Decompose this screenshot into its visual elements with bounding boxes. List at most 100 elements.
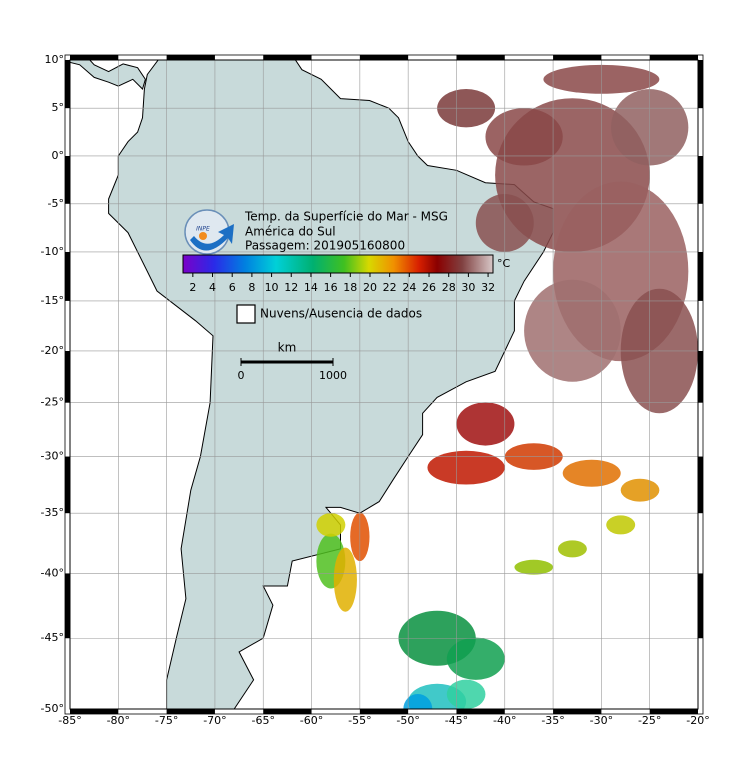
colorbar-tick-label: 20 bbox=[363, 281, 377, 294]
x-tick-label: -55° bbox=[348, 714, 371, 727]
frame-segment bbox=[65, 573, 70, 639]
frame-segment bbox=[70, 709, 119, 714]
frame-segment bbox=[70, 55, 119, 60]
sst-patch bbox=[316, 513, 346, 537]
colorbar-tick-label: 30 bbox=[461, 281, 475, 294]
title-line: Temp. da Superfície do Mar - MSG bbox=[244, 210, 448, 224]
frame-segment bbox=[263, 709, 312, 714]
x-tick-label: -70° bbox=[203, 714, 226, 727]
land bbox=[70, 60, 146, 90]
colorbar-tick-label: 2 bbox=[189, 281, 196, 294]
sst-patch bbox=[562, 459, 621, 487]
sst-patch bbox=[557, 540, 587, 558]
colorbar-tick-label: 18 bbox=[343, 281, 357, 294]
frame-segment bbox=[698, 251, 703, 301]
x-tick-label: -30° bbox=[590, 714, 613, 727]
frame-segment bbox=[65, 350, 70, 403]
frame-segment bbox=[65, 251, 70, 301]
map-area bbox=[70, 60, 698, 709]
sst-patch bbox=[524, 279, 621, 382]
y-tick-label: -40° bbox=[41, 566, 64, 579]
sst-patch bbox=[333, 547, 357, 612]
y-tick-label: -30° bbox=[41, 450, 64, 463]
frame-segment bbox=[456, 709, 505, 714]
x-tick-label: -35° bbox=[541, 714, 564, 727]
y-tick-label: -10° bbox=[41, 245, 64, 258]
title-line: América do Sul bbox=[245, 225, 336, 239]
y-tick-label: -15° bbox=[41, 294, 64, 307]
frame-segment bbox=[649, 709, 698, 714]
frame-segment bbox=[698, 456, 703, 514]
frame bbox=[64, 54, 704, 715]
y-tick-label: -5° bbox=[48, 197, 64, 210]
x-tick-label: -65° bbox=[251, 714, 274, 727]
frame-segment bbox=[698, 60, 703, 109]
colorbar-tick-label: 4 bbox=[209, 281, 216, 294]
y-tick-label: -50° bbox=[41, 702, 64, 715]
colorbar-unit: °C bbox=[497, 257, 511, 270]
frame-segment bbox=[456, 55, 505, 60]
legend-swatch bbox=[236, 304, 256, 324]
colorbar-tick-label: 24 bbox=[402, 281, 416, 294]
colorbar-tick-label: 26 bbox=[422, 281, 436, 294]
sst-patch bbox=[446, 679, 486, 709]
sst-patch bbox=[485, 108, 563, 166]
frame-segment bbox=[553, 709, 602, 714]
y-tick-label: 5° bbox=[52, 101, 65, 114]
colorbar-tick-label: 10 bbox=[265, 281, 279, 294]
y-tick-label: 10° bbox=[45, 53, 65, 66]
frame-segment bbox=[553, 55, 602, 60]
colorbar-tick-label: 12 bbox=[284, 281, 298, 294]
frame-segment bbox=[359, 709, 409, 714]
sst-patch bbox=[427, 450, 505, 485]
frame-segment bbox=[166, 709, 215, 714]
frame-segment bbox=[698, 573, 703, 639]
colorbar-tick-label: 16 bbox=[324, 281, 338, 294]
y-tick-label: 0° bbox=[52, 149, 65, 162]
frame-segment bbox=[698, 350, 703, 403]
y-tick-label: -20° bbox=[41, 344, 64, 357]
x-tick-label: -80° bbox=[107, 714, 130, 727]
frame-outer bbox=[64, 54, 704, 715]
colorbar-tick-label: 8 bbox=[248, 281, 255, 294]
colorbar-tick-label: 32 bbox=[481, 281, 495, 294]
scale-label: 0 bbox=[238, 369, 245, 382]
logo-arrow bbox=[190, 224, 234, 251]
frame-segment bbox=[359, 55, 409, 60]
colorbar-tick-label: 28 bbox=[442, 281, 456, 294]
x-tick-label: -40° bbox=[493, 714, 516, 727]
title-line: Passagem: 201905160800 bbox=[245, 239, 405, 253]
sst-patch bbox=[620, 478, 660, 502]
y-tick-label: -45° bbox=[41, 631, 64, 644]
sst-patch bbox=[514, 559, 554, 575]
logo-text: INPE bbox=[196, 226, 210, 233]
x-tick-label: -20° bbox=[686, 714, 709, 727]
scale-label: 1000 bbox=[319, 369, 347, 382]
logo-sun bbox=[199, 232, 207, 240]
frame-segment bbox=[263, 55, 312, 60]
x-tick-label: -85° bbox=[58, 714, 81, 727]
x-tick-label: -50° bbox=[396, 714, 419, 727]
frame-segment bbox=[65, 60, 70, 109]
frame-segment bbox=[649, 55, 698, 60]
y-tick-label: -35° bbox=[41, 506, 64, 519]
colorbar-tick-label: 22 bbox=[383, 281, 397, 294]
x-tick-label: -45° bbox=[445, 714, 468, 727]
sst-patch bbox=[446, 637, 505, 680]
x-tick-label: -25° bbox=[638, 714, 661, 727]
colorbar-tick-label: 14 bbox=[304, 281, 318, 294]
y-tick-label: -25° bbox=[41, 396, 64, 409]
sst-patch bbox=[456, 402, 515, 446]
frame-segment bbox=[65, 456, 70, 514]
legend-label: Nuvens/Ausencia de dados bbox=[260, 307, 422, 321]
x-tick-label: -75° bbox=[155, 714, 178, 727]
frame-segment bbox=[166, 55, 215, 60]
colorbar-tick-label: 6 bbox=[229, 281, 236, 294]
frame-segment bbox=[698, 155, 703, 204]
sst-patch bbox=[403, 693, 433, 709]
frame-segment bbox=[65, 155, 70, 204]
scale-unit: km bbox=[278, 341, 297, 355]
colorbar bbox=[182, 254, 494, 274]
x-tick-label: -60° bbox=[300, 714, 323, 727]
